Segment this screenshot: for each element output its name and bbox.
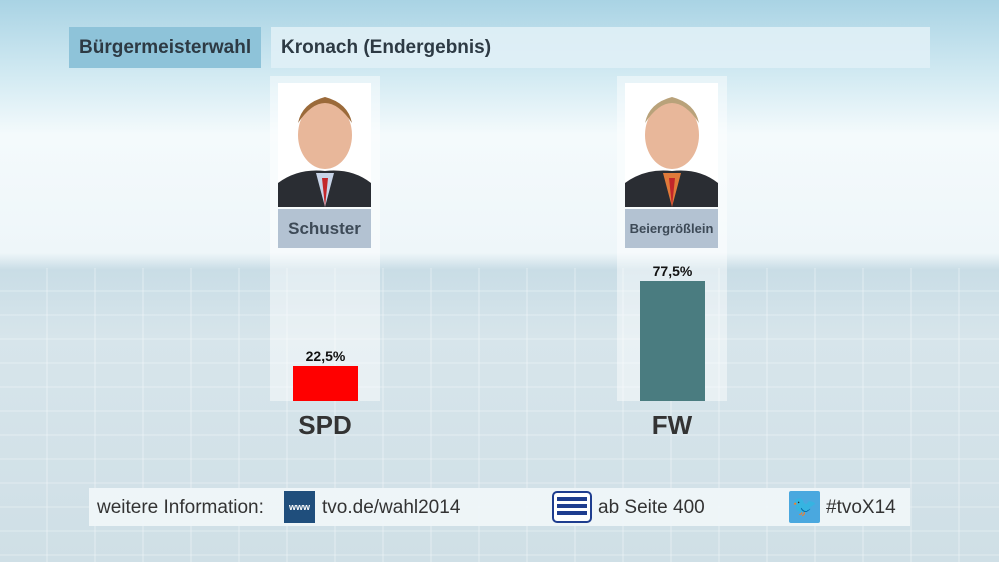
footer-bar: weitere Information: www tvo.de/wahl2014… (89, 488, 910, 526)
teletext-page: ab Seite 400 (598, 497, 705, 518)
twitter-icon: 🐦 (789, 491, 820, 523)
website-link[interactable]: tvo.de/wahl2014 (322, 497, 461, 518)
candidate-name: Beiergrößlein (625, 209, 718, 248)
candidate-photo (625, 83, 718, 207)
teletext-icon (552, 491, 592, 523)
candidate-name: Schuster (278, 209, 371, 248)
bar-fw (640, 280, 705, 401)
value-label: 22,5% (305, 348, 346, 365)
hashtag: #tvoX14 (826, 497, 896, 518)
www-icon: www (284, 491, 315, 523)
bar-spd (293, 366, 358, 401)
candidate-photo (278, 83, 371, 207)
value-label: 77,5% (652, 262, 693, 279)
category-label: Bürgermeisterwahl (69, 27, 261, 68)
footer-label: weitere Information: (97, 497, 264, 518)
party-label: SPD (298, 410, 352, 440)
page-title: Kronach (Endergebnis) (271, 27, 930, 68)
party-label: FW (651, 410, 693, 440)
